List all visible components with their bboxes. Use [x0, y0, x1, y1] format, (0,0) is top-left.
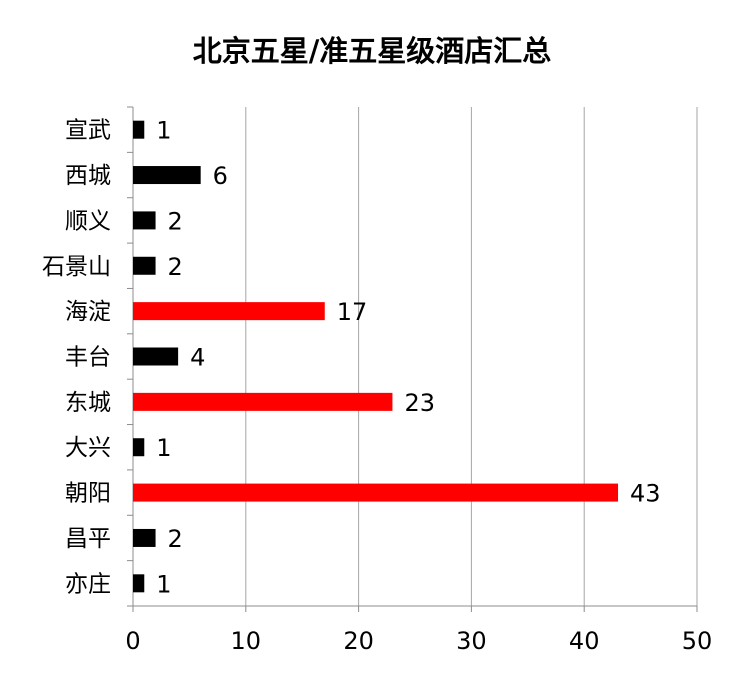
- bar-东城: [133, 392, 393, 411]
- bar-丰台: [133, 347, 179, 366]
- tick-labels: 0 10 20 30 40 50: [125, 627, 712, 655]
- chart-title: 北京五星/准五星级酒店汇总: [192, 34, 552, 68]
- category-label: 丰台: [65, 345, 111, 371]
- bar-石景山: [133, 256, 156, 275]
- data-label: 2: [168, 525, 183, 553]
- bar-西城: [133, 166, 201, 185]
- x-tick-label: 50: [682, 627, 713, 655]
- bars: [133, 120, 619, 593]
- category-label: 西城: [65, 163, 111, 189]
- category-label: 宣武: [65, 118, 111, 144]
- category-label: 昌平: [65, 526, 111, 552]
- bar-海淀: [133, 302, 325, 321]
- data-labels: 1 6 2 2 17 4 23 1 43 2 1: [156, 117, 660, 599]
- data-label: 1: [156, 117, 171, 145]
- category-label: 东城: [65, 390, 111, 416]
- x-tick-label: 30: [456, 627, 487, 655]
- data-label: 2: [168, 207, 183, 235]
- category-label: 朝阳: [65, 481, 111, 507]
- data-label: 4: [190, 344, 205, 372]
- data-label: 6: [213, 162, 228, 190]
- bar-昌平: [133, 528, 156, 547]
- bar-大兴: [133, 438, 145, 457]
- bar-宣武: [133, 120, 145, 139]
- category-label: 亦庄: [65, 571, 111, 597]
- x-tick-label: 0: [125, 627, 140, 655]
- data-label: 43: [630, 480, 661, 508]
- data-label: 2: [168, 253, 183, 281]
- bar-顺义: [133, 211, 156, 230]
- category-label: 顺义: [65, 208, 111, 234]
- category-label: 石景山: [42, 254, 111, 280]
- data-label: 1: [156, 434, 171, 462]
- data-label: 17: [337, 298, 368, 326]
- x-tick-label: 10: [231, 627, 262, 655]
- x-tick-label: 20: [343, 627, 374, 655]
- x-tick-label: 40: [569, 627, 600, 655]
- bar-亦庄: [133, 574, 145, 593]
- gridlines: [245, 107, 698, 606]
- data-label: 23: [404, 389, 435, 417]
- category-label: 海淀: [65, 299, 111, 325]
- data-label: 1: [156, 570, 171, 598]
- category-label: 大兴: [65, 435, 111, 461]
- bar-朝阳: [133, 483, 619, 502]
